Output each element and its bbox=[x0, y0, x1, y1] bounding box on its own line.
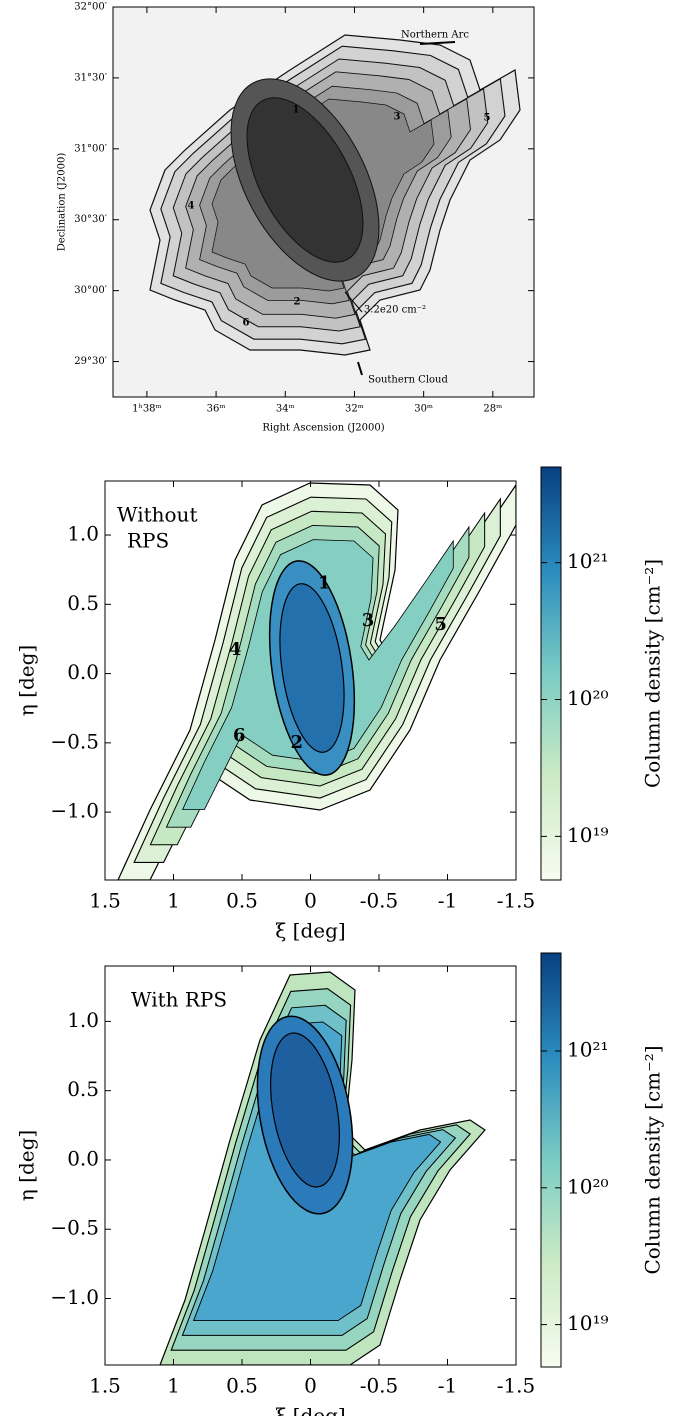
y-tick-label: 0.5 bbox=[67, 591, 99, 615]
frame bbox=[112, 6, 535, 398]
core bbox=[270, 1032, 340, 1188]
x-tick-label: -1.5 bbox=[497, 1374, 536, 1398]
colorbar-tick-label: 10¹⁹ bbox=[567, 1311, 608, 1335]
y-tick-label: −1.0 bbox=[50, 1285, 99, 1309]
x-tick-label: -1 bbox=[438, 1374, 457, 1398]
y-tick-label: 31°30′ bbox=[74, 72, 107, 83]
x-tick-label: 1 bbox=[167, 1374, 180, 1398]
x-tick-label: 0.5 bbox=[226, 889, 258, 913]
panel: 1ʰ38ᵐ 36ᵐ 34ᵐ 32ᵐ 30ᵐ 28ᵐ 32°00′ 31°30′ 31°00′ 30… bbox=[57, 2, 535, 434]
plot-area bbox=[105, 966, 516, 1365]
colorbar bbox=[540, 952, 562, 1368]
arrow bbox=[419, 41, 456, 45]
colorbar-tick-label: 10²¹ bbox=[567, 549, 608, 573]
y-tick-label: 31°00′ bbox=[74, 143, 107, 154]
colorbar-tick-label: 10²⁰ bbox=[567, 1174, 608, 1198]
x-axis-label: Right Ascension (J2000) bbox=[262, 423, 384, 434]
x-tick-label: -1.5 bbox=[497, 889, 536, 913]
colorbar bbox=[540, 466, 562, 881]
panel-annotation: Without bbox=[117, 503, 197, 527]
x-tick-label: 36ᵐ bbox=[207, 404, 226, 415]
annotation: 3.2e20 cm⁻² bbox=[364, 305, 426, 316]
x-tick-label: 1.5 bbox=[89, 889, 121, 913]
y-axis-label: η [deg] bbox=[15, 645, 39, 716]
y-tick-label: 30°30′ bbox=[74, 214, 107, 225]
plot-area bbox=[113, 7, 534, 397]
x-tick-label: 0 bbox=[304, 1374, 317, 1398]
colorbar-label: Column density [cm⁻²] bbox=[641, 1045, 665, 1274]
arrow bbox=[357, 361, 363, 376]
x-tick-label: 30ᵐ bbox=[414, 404, 433, 415]
region-label: 2 bbox=[294, 297, 301, 308]
region-label: 3 bbox=[362, 610, 375, 631]
x-tick-label: 1.5 bbox=[89, 1374, 121, 1398]
region-label: 1 bbox=[293, 105, 300, 116]
region-label: 2 bbox=[291, 732, 304, 753]
core bbox=[246, 97, 364, 263]
plot-area bbox=[105, 481, 516, 880]
x-axis-label: ξ [deg] bbox=[275, 1404, 345, 1416]
region-label: 5 bbox=[484, 113, 491, 124]
x-tick-label: -1 bbox=[438, 889, 457, 913]
core bbox=[279, 583, 345, 753]
x-tick-label: 32ᵐ bbox=[345, 404, 364, 415]
region-label: 5 bbox=[434, 614, 447, 635]
panel: 1.5 1 0.5 0 -0.5 -1 -1.5 1.0 0.5 0.0 −0.5 −1.0 ξ [de… bbox=[15, 952, 665, 1416]
y-tick-label: 0.5 bbox=[67, 1077, 99, 1101]
annotation: Southern Cloud bbox=[368, 375, 448, 386]
y-tick-label: −1.0 bbox=[50, 799, 99, 823]
colorbar-tick-label: 10²¹ bbox=[567, 1037, 608, 1061]
x-axis-label: ξ [deg] bbox=[275, 919, 345, 943]
panel-annotation: With RPS bbox=[131, 988, 227, 1012]
y-tick-label: 1.0 bbox=[67, 1008, 99, 1032]
colorbar-tick-label: 10²⁰ bbox=[567, 686, 608, 710]
y-tick-label: 32°00′ bbox=[74, 2, 107, 13]
x-tick-label: 1 bbox=[167, 889, 180, 913]
x-tick-label: 34ᵐ bbox=[276, 404, 295, 415]
y-tick-label: 0.0 bbox=[67, 1146, 99, 1170]
colorbar-label: Column density [cm⁻²] bbox=[641, 559, 665, 788]
region-label: 4 bbox=[229, 639, 242, 660]
y-tick-label: 29°30′ bbox=[74, 356, 107, 367]
y-tick-label: −0.5 bbox=[50, 1216, 99, 1240]
y-tick-label: −0.5 bbox=[50, 729, 99, 753]
y-axis-label: Declination (J2000) bbox=[57, 153, 68, 252]
x-tick-label: 28ᵐ bbox=[483, 404, 502, 415]
region-label: 6 bbox=[233, 725, 246, 746]
region-label: 3 bbox=[394, 112, 401, 123]
x-tick-label: 1ʰ38ᵐ bbox=[132, 404, 162, 415]
x-tick-label: 0 bbox=[304, 889, 317, 913]
y-tick-label: 1.0 bbox=[67, 522, 99, 546]
panel: 1.5 1 0.5 0 -0.5 -1 -1.5 1.0 0.5 0.0 −0.5 −1.0 ξ [de… bbox=[15, 466, 665, 943]
region-label: 4 bbox=[188, 201, 195, 212]
y-tick-label: 30°00′ bbox=[74, 285, 107, 296]
panel-annotation: RPS bbox=[127, 529, 169, 553]
annotation: Northern Arc bbox=[401, 30, 469, 41]
region-label: 6 bbox=[243, 318, 250, 329]
region-label: 1 bbox=[318, 573, 331, 594]
x-tick-label: -0.5 bbox=[360, 889, 399, 913]
colorbar-tick-label: 10¹⁹ bbox=[567, 823, 608, 847]
x-tick-label: 0.5 bbox=[226, 1374, 258, 1398]
y-axis-label: η [deg] bbox=[15, 1130, 39, 1201]
y-tick-label: 0.0 bbox=[67, 660, 99, 684]
arrow bbox=[344, 291, 363, 313]
x-tick-label: -0.5 bbox=[360, 1374, 399, 1398]
